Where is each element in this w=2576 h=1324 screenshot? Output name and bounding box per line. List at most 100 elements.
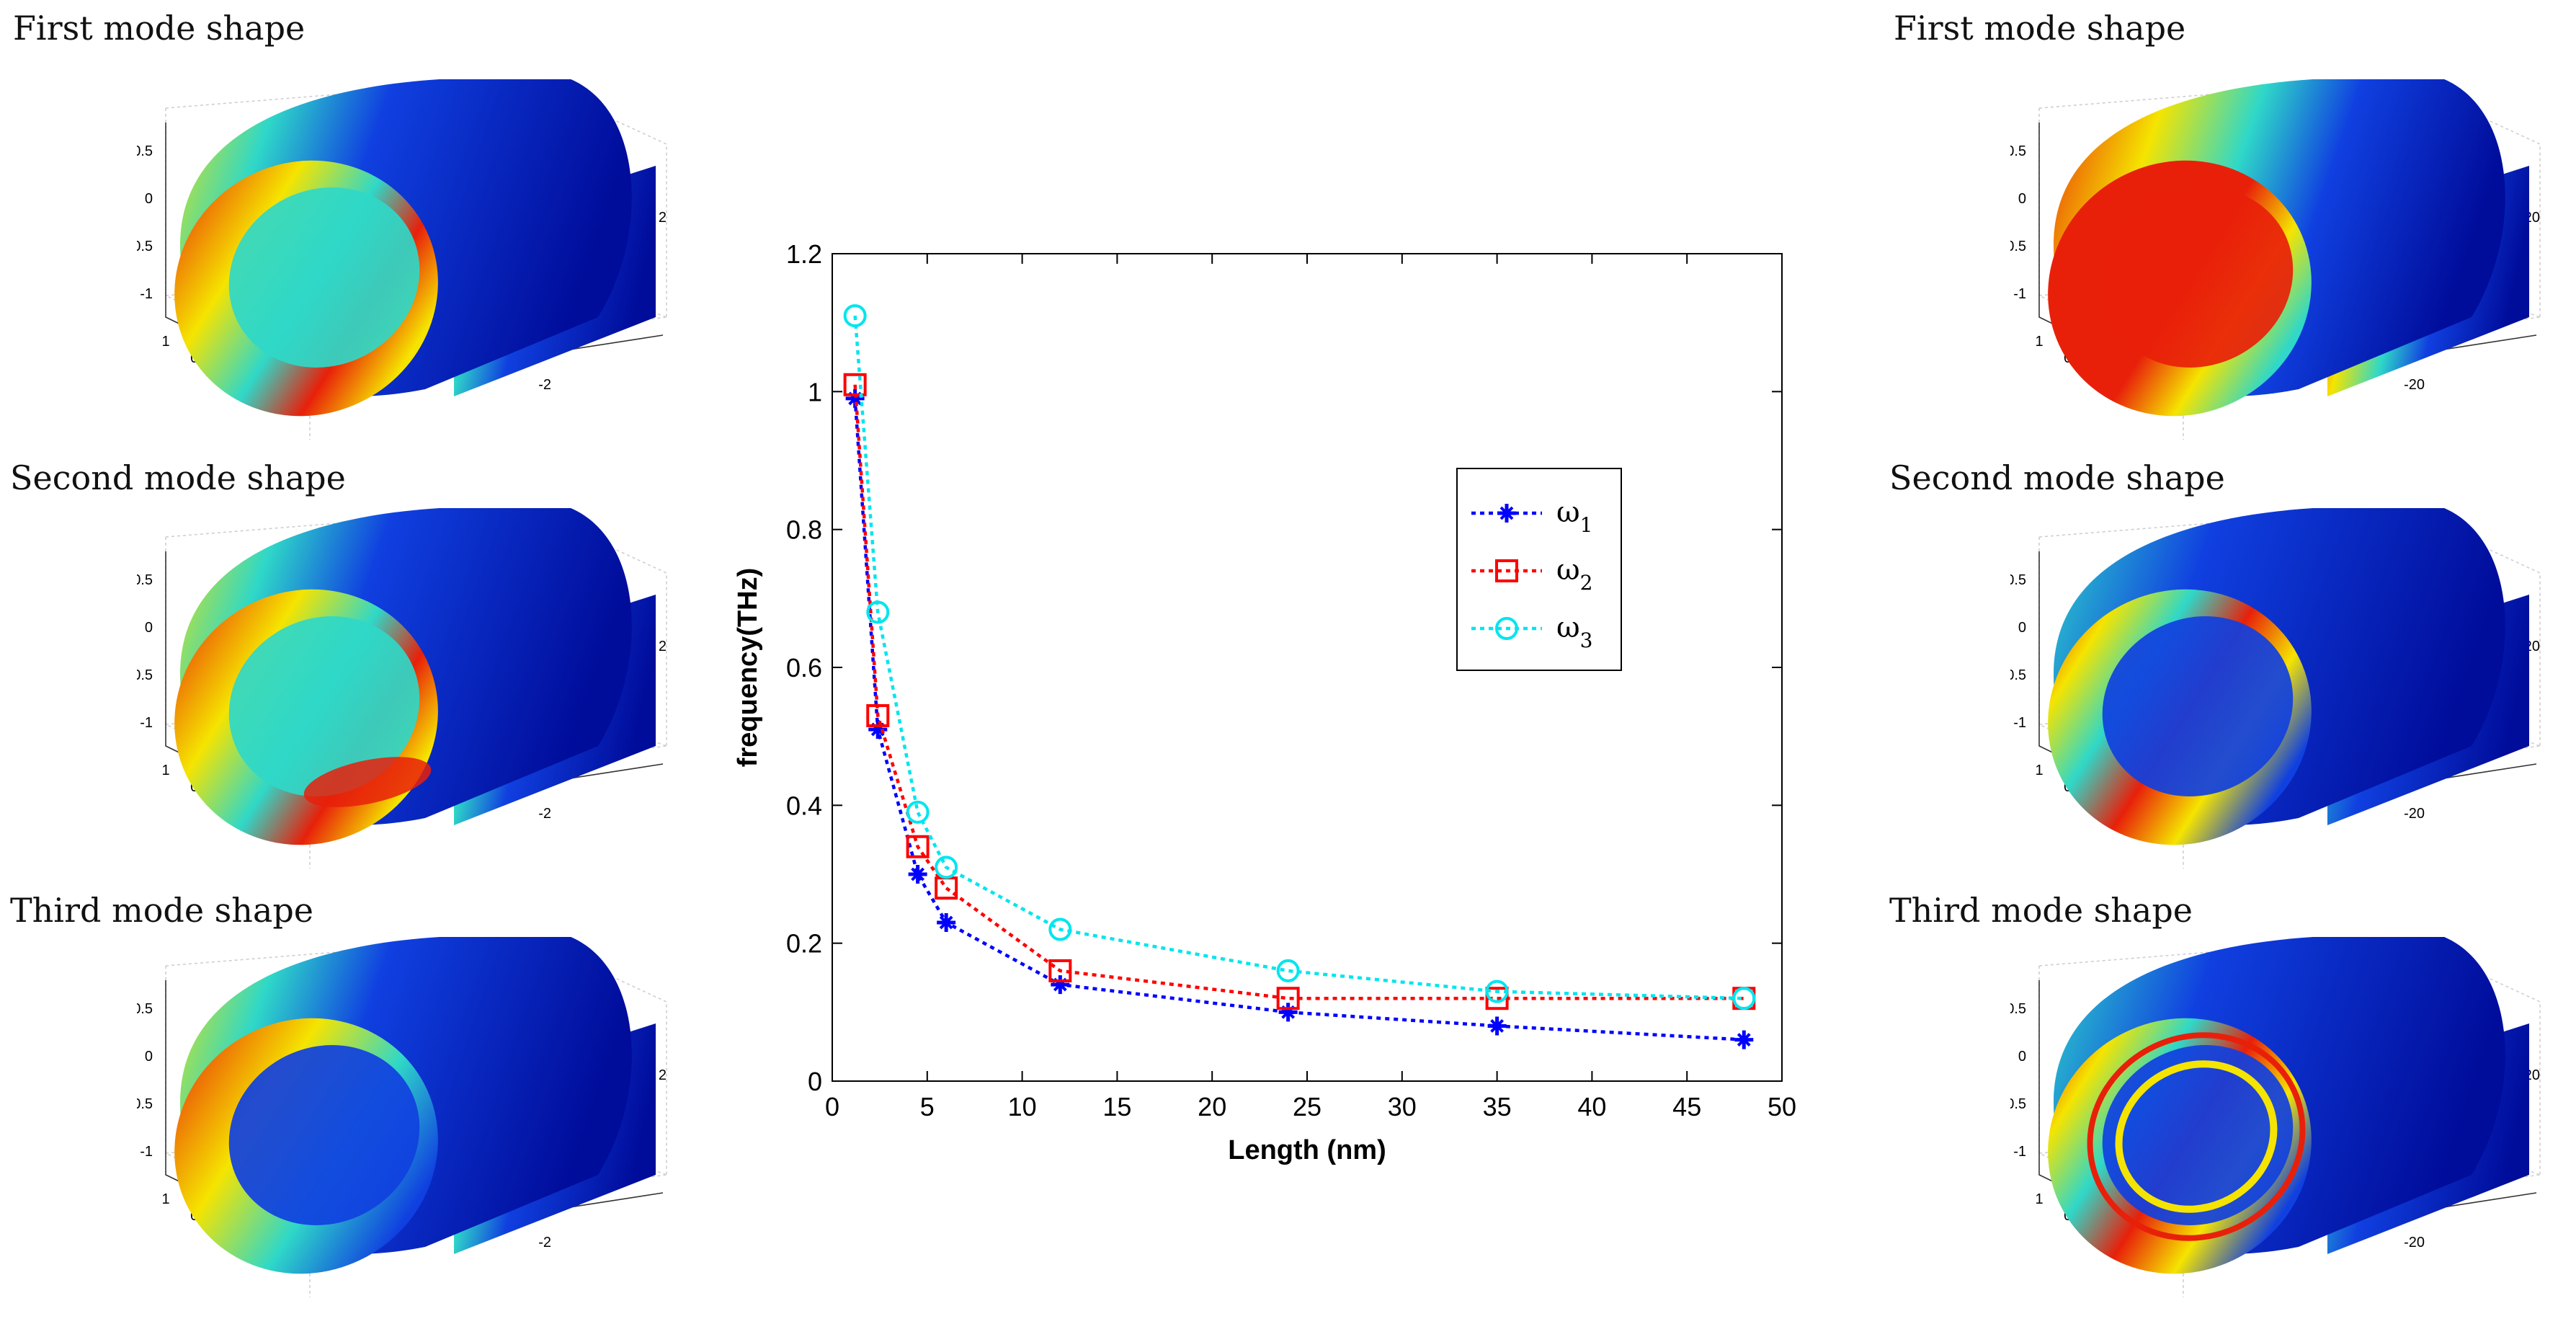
legend-marker — [1495, 559, 1518, 582]
data-point-omega2 — [1485, 987, 1509, 1010]
mode-z-tick-label: -1 — [2013, 1144, 2026, 1160]
plot-area — [832, 253, 1783, 1082]
mode-x-tick-label: 1 — [161, 763, 169, 778]
x-tick-label: 15 — [1102, 1092, 1131, 1121]
mode-x-tick-label: 1 — [161, 1191, 169, 1207]
data-point-omega2 — [1048, 959, 1072, 982]
mode-z-tick-label: 0.5 — [2010, 143, 2026, 159]
mode-hot-region — [303, 757, 432, 807]
data-point-omega3 — [1732, 987, 1756, 1010]
mode-z-tick-label: -0.5 — [2010, 667, 2026, 683]
mode-y-tick-label: 2 — [659, 639, 667, 654]
mode-z-tick-label: -1 — [140, 1144, 153, 1160]
y-tick-label: 1 — [808, 377, 822, 406]
mode-y-tick-label: 2 — [659, 210, 667, 226]
mode-y-tick-label: -20 — [2404, 377, 2425, 393]
mode-ring-band — [2115, 1060, 2278, 1213]
right-second-mode-title: Second mode shape — [1889, 458, 2225, 497]
y-axis-label: frequency(THz) — [733, 568, 763, 768]
y-tick-label: 0 — [808, 1067, 822, 1096]
legend-marker — [1497, 504, 1516, 523]
right-second-mode-plot: 0.50-0.5-110.50-0.5-120100-10-20 — [2010, 508, 2541, 868]
right-third-mode-title: Third mode shape — [1889, 891, 2193, 930]
x-tick-label: 30 — [1388, 1092, 1417, 1121]
mode-z-tick-label: 0 — [2018, 191, 2026, 207]
x-tick-label: 0 — [825, 1092, 839, 1121]
mode-ring-inner — [2102, 616, 2294, 796]
y-tick-label: 0.8 — [786, 515, 822, 545]
mode-ring-inner — [228, 1045, 420, 1225]
mode-y-tick-label: -2 — [538, 377, 551, 393]
left-first-mode-title: First mode shape — [13, 9, 306, 48]
mode-z-tick-label: 0 — [145, 191, 153, 207]
x-tick-label: 35 — [1483, 1092, 1512, 1121]
data-point-omega2 — [1276, 987, 1300, 1010]
series-line-omega2 — [853, 384, 1744, 1000]
data-point-omega3 — [866, 600, 890, 624]
data-point-omega3 — [843, 304, 867, 328]
mode-z-tick-label: 0 — [2018, 620, 2026, 636]
data-point-omega2 — [843, 373, 867, 396]
mode-z-tick-label: 0.5 — [137, 143, 153, 159]
mode-z-tick-label: -0.5 — [2010, 1096, 2026, 1112]
mode-ring-inner — [2102, 187, 2294, 368]
data-point-omega1 — [868, 720, 888, 739]
right-third-mode-plot: 0.50-0.5-110.50-0.5-120100-10-20 — [2010, 937, 2541, 1297]
y-tick-label: 1.2 — [786, 239, 822, 269]
mode-y-tick-label: -2 — [538, 806, 551, 822]
mode-z-tick-label: 0.5 — [2010, 572, 2026, 588]
mode-ring-band — [2087, 1032, 2306, 1241]
mode-x-tick-label: 1 — [161, 334, 169, 350]
mode-z-tick-label: -0.5 — [137, 667, 153, 683]
x-tick-label: 10 — [1008, 1092, 1037, 1121]
mode-z-tick-label: 0 — [145, 620, 153, 636]
left-third-mode-plot: 0.50-0.5-110.50-0.5-1210-1-2 — [137, 937, 667, 1297]
left-first-mode-plot: 0.50-0.5-110.50-0.5-1210-1-2 — [137, 79, 667, 440]
series-line-omega1 — [853, 398, 1744, 1041]
data-point-omega2 — [906, 835, 930, 858]
mode-z-tick-label: -1 — [140, 715, 153, 731]
data-point-omega3 — [1276, 959, 1300, 982]
mode-z-tick-label: -0.5 — [2010, 239, 2026, 254]
mode-y-tick-label: -20 — [2404, 806, 2425, 822]
mode-z-tick-label: 0.5 — [2010, 1001, 2026, 1017]
x-tick-label: 25 — [1293, 1092, 1322, 1121]
mode-ring-inner — [228, 187, 420, 368]
data-point-omega1 — [937, 912, 956, 932]
mode-y-tick-label: -20 — [2404, 1235, 2425, 1250]
data-point-omega3 — [1485, 979, 1509, 1003]
data-point-omega1 — [1734, 1030, 1754, 1049]
data-point-omega1 — [908, 865, 927, 884]
left-third-mode-title: Third mode shape — [10, 891, 314, 930]
x-tick-label: 5 — [920, 1092, 935, 1121]
data-point-omega1 — [1278, 1003, 1298, 1022]
data-point-omega3 — [935, 856, 958, 879]
data-point-omega3 — [906, 800, 930, 824]
mode-z-tick-label: 0.5 — [137, 1001, 153, 1017]
mode-z-tick-label: -0.5 — [137, 1096, 153, 1112]
mode-x-tick-label: 1 — [2035, 334, 2043, 350]
left-second-mode-plot: 0.50-0.5-110.50-0.5-1210-1-2 — [137, 508, 667, 868]
y-tick-label: 0.2 — [786, 929, 822, 959]
mode-z-tick-label: -1 — [2013, 286, 2026, 302]
right-first-mode-plot: 0.50-0.5-110.50-0.5-120100-10-20 — [2010, 79, 2541, 440]
mode-z-tick-label: 0 — [145, 1049, 153, 1065]
mode-x-tick-label: 1 — [2035, 763, 2043, 778]
mode-z-tick-label: -1 — [2013, 715, 2026, 731]
x-tick-label: 40 — [1577, 1092, 1606, 1121]
y-tick-label: 0.4 — [786, 791, 822, 820]
right-first-mode-title: First mode shape — [1894, 9, 2186, 48]
mode-z-tick-label: 0.5 — [137, 572, 153, 588]
left-second-mode-title: Second mode shape — [10, 458, 346, 497]
mode-ring-inner — [2102, 1045, 2294, 1225]
mode-x-tick-label: 1 — [2035, 1191, 2043, 1207]
mode-z-tick-label: -1 — [140, 286, 153, 302]
mode-z-tick-label: 0 — [2018, 1049, 2026, 1065]
series-line-omega3 — [853, 315, 1744, 1000]
mode-y-tick-label: -2 — [538, 1235, 551, 1250]
mode-z-tick-label: -0.5 — [137, 239, 153, 254]
data-point-omega3 — [1048, 918, 1072, 941]
legend-marker — [1495, 617, 1518, 640]
